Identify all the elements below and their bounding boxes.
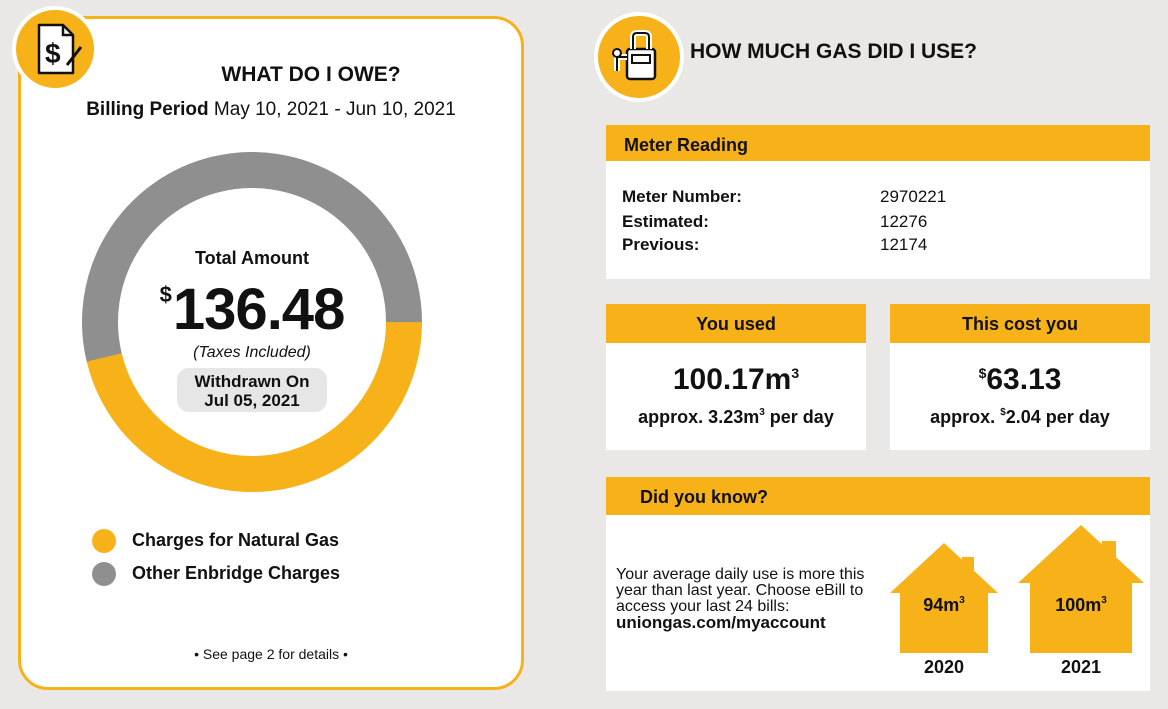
meter-number-label: Meter Number: — [622, 187, 742, 206]
estimated-label: Estimated: — [622, 212, 709, 231]
legend-item-other-charges: Other Enbridge Charges — [92, 557, 340, 590]
gas-meter-icon-circle — [594, 12, 684, 102]
cost-per-day: approx. $2.04 per day — [890, 407, 1150, 428]
legend-label-other-charges: Other Enbridge Charges — [132, 563, 341, 583]
house-2020-icon — [890, 543, 998, 653]
house-2020-sup: 3 — [959, 595, 965, 606]
billing-period-dates: May 10, 2021 - Jun 10, 2021 — [213, 99, 456, 120]
you-used-panel: 100.17m3 approx. 3.23m3 per day — [606, 343, 866, 450]
total-amount-label: Total Amount — [195, 248, 309, 268]
house-2021-year: 2021 — [1060, 657, 1102, 677]
owe-title: WHAT DO I OWE? — [221, 63, 401, 86]
donut-center: Total Amount $136.48 (Taxes Included) Wi… — [82, 152, 422, 492]
previous-label: Previous: — [622, 235, 700, 254]
billing-period: Billing Period May 10, 2021 - Jun 10, 20… — [21, 99, 521, 121]
gas-used-per-day: approx. 3.23m3 per day — [606, 407, 866, 428]
did-you-know-heading: Did you know? — [606, 477, 1150, 515]
meter-reading-panel: Meter Number: 2970221 Estimated: 12276 P… — [606, 161, 1150, 279]
house-2020-value: 94m3 — [888, 595, 1000, 616]
gas-used-approx-suffix: per day — [764, 407, 834, 427]
bill-icon-circle: $ — [12, 6, 98, 92]
cost-approx-prefix: approx. — [930, 407, 1001, 427]
legend-dot-natural-gas — [92, 528, 116, 553]
house-2020: 94m3 2020 — [888, 541, 1000, 681]
cost-value: $63.13 — [890, 363, 1150, 397]
legend-item-natural-gas: Charges for Natural Gas — [92, 524, 340, 557]
legend-dot-other-charges — [92, 561, 116, 586]
billing-period-label: Billing Period — [86, 99, 209, 120]
chart-legend: Charges for Natural Gas Other Enbridge C… — [92, 524, 340, 590]
cost-approx-currency: $ — [1000, 407, 1006, 418]
meter-reading-heading: Meter Reading — [606, 125, 1150, 161]
did-you-know-text: Your average daily use is more this year… — [616, 566, 886, 632]
meter-number-value: 2970221 — [880, 187, 947, 206]
cost-heading: This cost you — [890, 304, 1150, 343]
withdrawn-date: Jul 05, 2021 — [204, 391, 300, 410]
gas-used-value: 100.17m3 — [606, 363, 866, 397]
cost-currency: $ — [978, 365, 987, 381]
estimated-value: 12276 — [880, 212, 928, 231]
withdrawn-badge: Withdrawn On Jul 05, 2021 — [177, 368, 327, 412]
house-2021-icon — [1018, 525, 1144, 653]
house-2020-number: 94m — [923, 595, 960, 615]
withdrawn-line1: Withdrawn On — [194, 372, 310, 391]
gas-used-approx: approx. 3.23m — [638, 407, 760, 427]
cost-approx: 2.04 per day — [1005, 407, 1110, 427]
total-amount-value: 136.48 — [172, 277, 345, 342]
taxes-note: (Taxes Included) — [193, 344, 311, 361]
gas-used-number: 100.17m — [672, 363, 792, 396]
house-2020-year: 2020 — [923, 657, 965, 677]
gas-used-unit-sup: 3 — [791, 365, 800, 381]
you-used-heading: You used — [606, 304, 866, 343]
donut-slice-other-charges — [82, 152, 422, 492]
cost-panel: $63.13 approx. $2.04 per day — [890, 343, 1150, 450]
myaccount-link[interactable]: uniongas.com/myaccount — [616, 613, 826, 632]
bill-dollar-icon: $ — [37, 23, 83, 75]
house-2021-value: 100m3 — [1016, 595, 1146, 616]
did-you-know-message: Your average daily use is more this year… — [616, 566, 865, 615]
total-currency: $ — [159, 282, 172, 307]
total-amount: $136.48 — [82, 276, 422, 343]
gas-usage-title: HOW MUCH GAS DID I USE? — [690, 40, 977, 63]
svg-text:$: $ — [45, 38, 61, 69]
house-2021-number: 100m — [1055, 595, 1102, 615]
house-2021-sup: 3 — [1101, 595, 1107, 606]
gas-used-approx-sup: 3 — [759, 407, 765, 418]
cost-number: 63.13 — [986, 363, 1062, 396]
gas-meter-icon — [612, 30, 657, 81]
previous-value: 12174 — [880, 235, 928, 254]
legend-label-natural-gas: Charges for Natural Gas — [132, 530, 340, 550]
house-2021: 100m3 2021 — [1016, 523, 1146, 681]
did-you-know-panel: Your average daily use is more this year… — [606, 515, 1150, 691]
see-page-footnote: • See page 2 for details • — [194, 646, 348, 662]
charges-donut-chart — [82, 152, 422, 492]
